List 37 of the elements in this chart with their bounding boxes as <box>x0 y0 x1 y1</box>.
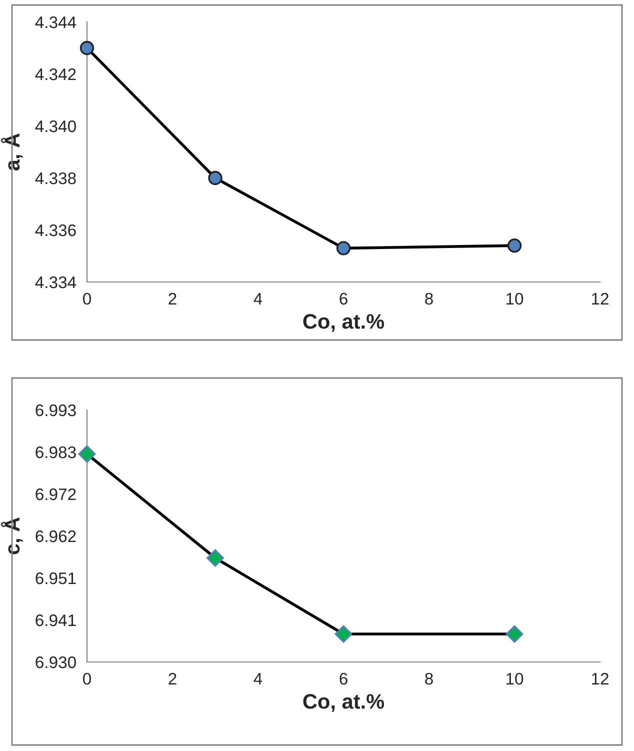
x-tick-label: 4 <box>254 673 262 684</box>
point <box>206 549 224 567</box>
x-axis-title: Co, at.% <box>303 314 384 332</box>
x-axis-title: Co, at.% <box>303 694 384 712</box>
y-tick-label: 4.338 <box>35 172 76 184</box>
y-tick-label: 6.941 <box>36 614 76 626</box>
x-tick-label: 0 <box>83 672 91 685</box>
point <box>507 238 522 253</box>
x-tick-label: 10 <box>506 292 524 305</box>
x-tick-label: 10 <box>506 672 524 685</box>
x-tick-label: 6 <box>340 672 348 685</box>
y-tick-label: 6.951 <box>36 572 76 584</box>
point <box>208 170 222 186</box>
x-tick-label: 2 <box>168 672 176 684</box>
x-tick-label: 0 <box>83 292 91 305</box>
point <box>334 625 352 643</box>
y-tick-label: 6.962 <box>36 530 76 542</box>
y-tick-label: 6.930 <box>36 656 76 668</box>
x-tick-label: 8 <box>425 292 433 305</box>
y-tick-label: 6.983 <box>36 446 76 458</box>
y-tick-label: 4.336 <box>35 224 76 236</box>
y-tick-label: 4.344 <box>35 16 76 28</box>
y-tick-label: 4.334 <box>35 276 76 288</box>
x-tick-label: 8 <box>425 672 433 685</box>
x-tick-label: 4 <box>254 293 262 304</box>
x-tick-label: 6 <box>340 292 348 305</box>
point <box>506 625 524 643</box>
y-tick-label: 6.972 <box>36 488 76 500</box>
y-tick-label: 4.340 <box>35 120 76 132</box>
x-tick-label: 2 <box>168 292 176 304</box>
y-tick-label: 6.993 <box>36 404 76 416</box>
x-tick-label: 12 <box>592 292 608 304</box>
y-tick-label: 4.342 <box>35 68 76 80</box>
point <box>78 445 96 463</box>
x-tick-label: 12 <box>592 672 608 684</box>
point <box>336 241 351 256</box>
point <box>80 40 94 56</box>
